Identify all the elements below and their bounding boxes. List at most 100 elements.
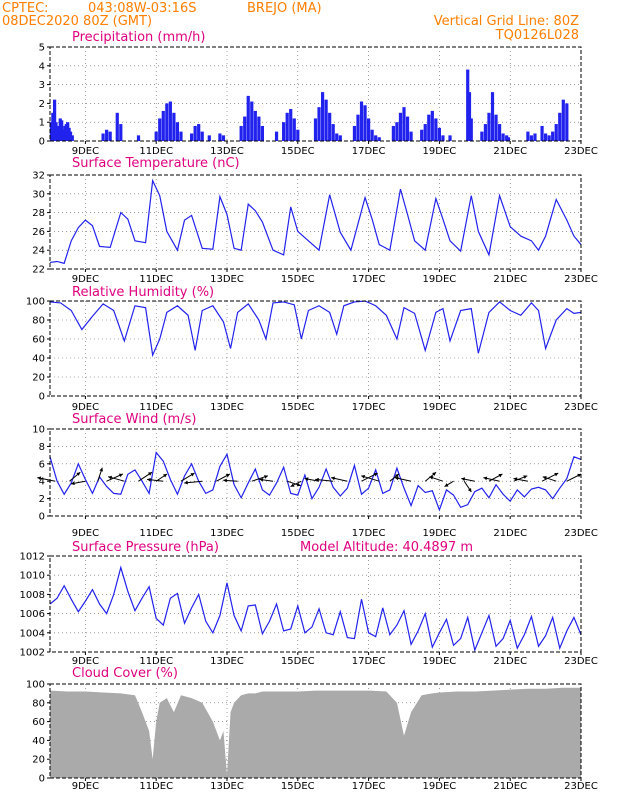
x-tick-label: 13DEC — [210, 528, 244, 539]
x-tick-label: 15DEC — [281, 656, 315, 667]
wind-vector — [315, 477, 334, 482]
wind-vector-head — [184, 480, 188, 485]
y-tick-label: 0 — [39, 392, 45, 403]
x-tick-label: 9DEC — [72, 656, 99, 667]
wind-vector — [483, 476, 500, 482]
wind-vector — [184, 480, 203, 485]
precip-bar — [221, 135, 226, 141]
panel-title: Surface Pressure (hPa) — [72, 540, 219, 555]
precip-bar — [533, 133, 537, 141]
precip-bar — [561, 99, 565, 141]
wind-vector-head — [223, 478, 227, 483]
panel-humidity: 0 20 40 60 80 100 9DEC 11DEC 13DEC 15DEC 17DEC 19DE… — [26, 285, 598, 413]
precip-bar — [239, 125, 243, 141]
x-tick-label: 23DEC — [564, 781, 598, 792]
panel-pressure: 1002 1004 1006 1008 1010 1012 9DEC 11DEC 13DEC 15… — [20, 540, 598, 667]
x-tick-label: 23DEC — [564, 274, 598, 285]
wind-vector — [138, 471, 153, 482]
y-tick-label: 1008 — [20, 590, 45, 601]
x-tick-label: 11DEC — [139, 528, 173, 539]
precip-bar — [398, 112, 403, 141]
header-model-code: TQ0126L028 — [495, 28, 579, 43]
y-tick-label: 30 — [32, 189, 45, 200]
precip-bar — [105, 129, 109, 141]
precip-bar — [289, 109, 293, 141]
x-tick-label: 19DEC — [423, 528, 457, 539]
y-tick-label: 80 — [32, 698, 45, 709]
panels: 0 1 2 3 4 5 9DEC 11DEC 13DEC 15DEC 17DEC 19DEC 21DEC… — [20, 30, 598, 792]
x-tick-label: 21DEC — [493, 274, 527, 285]
wind-vector — [155, 473, 168, 482]
panel-title: Relative Humidity (%) — [72, 285, 214, 300]
x-tick-label: 17DEC — [352, 656, 386, 667]
panel-wind: 0 2 4 6 8 10 9DEC 11DEC 13DEC 15DEC 17DEC 19DEC 21DE… — [32, 412, 598, 539]
y-tick-label: 6 — [39, 459, 45, 470]
series-line-humidity — [49, 300, 582, 358]
precip-bar — [359, 101, 364, 141]
precip-bar — [497, 124, 502, 141]
x-tick-label: 9DEC — [72, 146, 99, 157]
x-tick-label: 9DEC — [72, 528, 99, 539]
precip-bar — [193, 125, 197, 141]
wind-vector — [106, 473, 124, 482]
precip-bar — [296, 129, 300, 141]
wind-vector — [69, 471, 81, 482]
wind-vector — [331, 476, 348, 482]
precip-bar — [480, 131, 484, 141]
precip-bar — [313, 118, 318, 141]
precip-bar — [243, 116, 247, 141]
panel-precipitation: 0 1 2 3 4 5 9DEC 11DEC 13DEC 15DEC 17DEC 19DEC 21DEC… — [39, 30, 598, 157]
precip-bar — [409, 131, 413, 141]
x-tick-label: 23DEC — [564, 402, 598, 413]
wind-vector-head — [225, 473, 230, 478]
x-tick-label: 11DEC — [139, 274, 173, 285]
precip-bar — [551, 131, 555, 141]
x-tick-label: 11DEC — [139, 402, 173, 413]
x-tick-label: 23DEC — [564, 528, 598, 539]
wind-vector — [108, 475, 125, 482]
precip-bar — [136, 135, 141, 141]
precip-bar — [377, 137, 381, 141]
wind-vector — [463, 480, 472, 493]
y-tick-label: 40 — [32, 354, 45, 365]
x-tick-label: 19DEC — [423, 402, 457, 413]
panel-annotation: Model Altitude: 40.4897 m — [300, 540, 473, 555]
wind-vector — [461, 477, 475, 482]
x-tick-label: 11DEC — [139, 656, 173, 667]
x-tick-label: 9DEC — [72, 781, 99, 792]
y-tick-label: 1010 — [20, 571, 45, 582]
precip-bar — [494, 114, 498, 141]
y-tick-label: 80 — [32, 316, 45, 327]
x-tick-label: 21DEC — [493, 656, 527, 667]
precip-bar — [526, 131, 530, 141]
wind-vector-head — [190, 473, 195, 477]
x-tick-label: 15DEC — [281, 528, 315, 539]
precip-bar — [469, 118, 473, 141]
precip-bar — [335, 133, 339, 141]
precip-bar — [565, 103, 569, 141]
precip-bar — [158, 118, 162, 141]
precip-bar — [483, 124, 488, 141]
precip-bar — [423, 124, 427, 141]
x-tick-label: 15DEC — [281, 402, 315, 413]
y-tick-label: 60 — [32, 335, 45, 346]
wind-vector-head — [483, 476, 488, 481]
precip-bar — [172, 112, 176, 141]
precip-bar — [544, 133, 548, 141]
precip-bar — [260, 125, 264, 141]
y-tick-label: 100 — [26, 680, 45, 691]
wind-vector — [147, 477, 164, 482]
wind-vector-head — [118, 473, 123, 478]
wind-vector-head — [513, 477, 518, 482]
x-tick-label: 23DEC — [564, 656, 598, 667]
series-line-pressure — [49, 565, 582, 653]
wind-vector-head — [148, 472, 152, 476]
precip-bar — [391, 125, 395, 141]
y-tick-label: 10 — [32, 425, 45, 436]
x-tick-label: 9DEC — [72, 274, 99, 285]
precip-bar — [253, 110, 257, 141]
precip-bar — [218, 133, 222, 141]
wind-vector-head — [290, 483, 295, 487]
header-location: BREJO (MA) — [247, 1, 322, 16]
y-tick-label: 1004 — [20, 628, 45, 639]
